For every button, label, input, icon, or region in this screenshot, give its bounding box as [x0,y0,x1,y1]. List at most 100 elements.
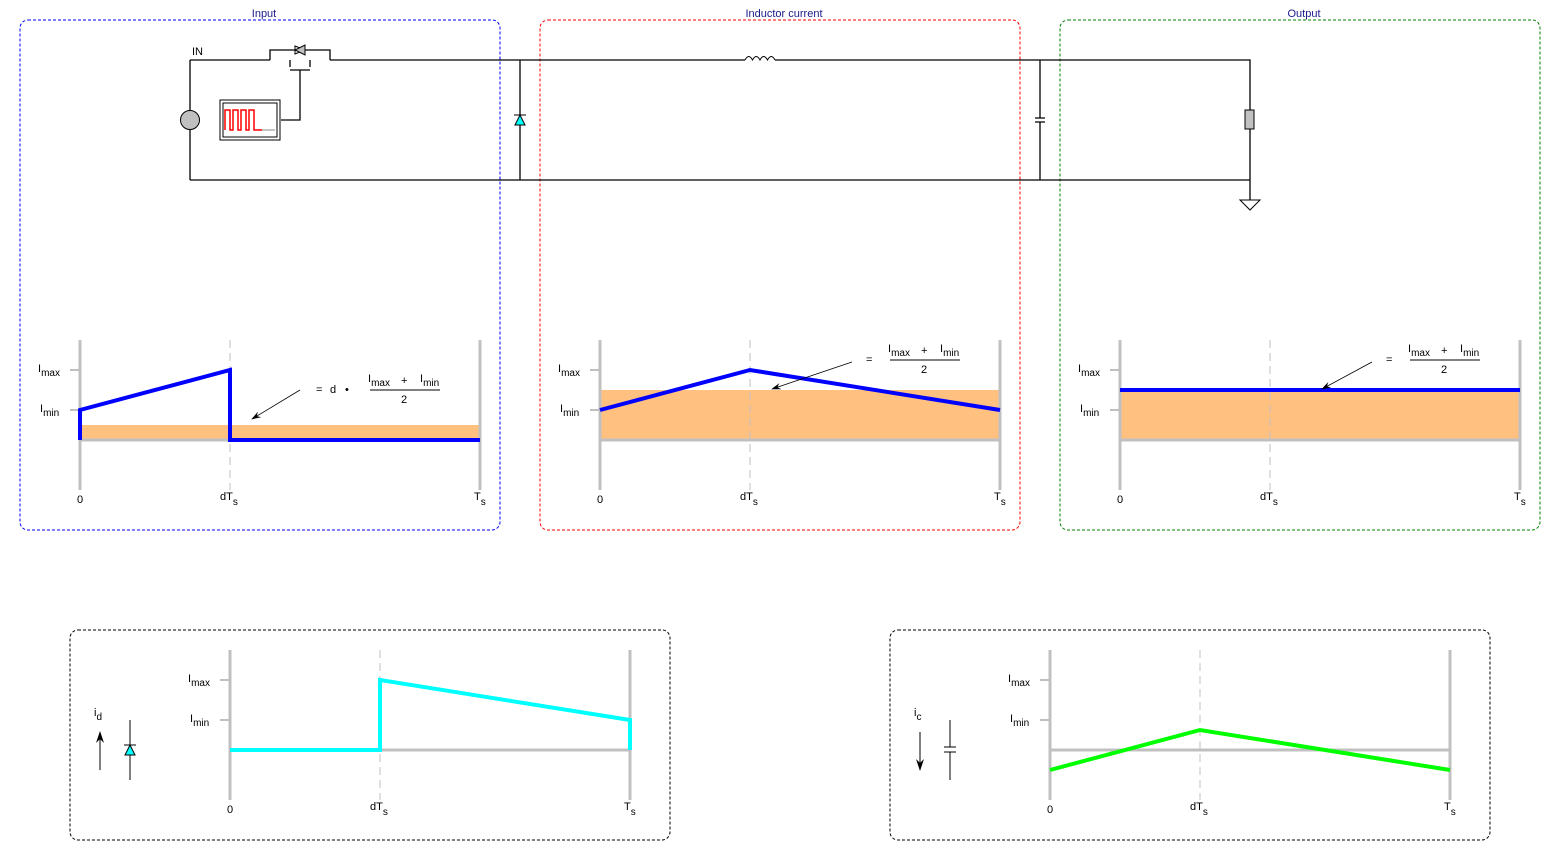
svg-text:Imax: Imax [1078,363,1100,379]
svg-text:id: id [94,707,102,723]
label-text: dT [1260,491,1273,503]
input-panel [19,19,501,531]
label-text: I [1408,343,1411,355]
label-text: s [233,497,238,508]
label-text: I [888,343,891,355]
label-text: min [563,408,579,419]
label-text: 0 [227,804,233,816]
output-current-plot: Imax Imin 0 dTs Ts = Imax + Imin 2 [1078,340,1526,508]
input-current-plot: Imax Imin 0 dTs Ts = d • Imax + Imin 2 [38,340,486,508]
average-area [80,425,480,440]
label-text: 0 [1047,804,1053,816]
label-text: T [474,491,481,503]
label-text: 0 [1117,494,1123,506]
svg-text:dTs: dTs [220,491,238,508]
label-text: s [1521,497,1526,508]
svg-text:Imin: Imin [190,713,209,729]
inductor-panel-title: Inductor current [745,8,822,20]
label-text: i [914,707,916,719]
svg-text:Imin: Imin [1460,343,1479,359]
label-text: I [1460,343,1463,355]
pwm-generator-icon[interactable] [219,99,281,141]
svg-text:Ts: Ts [624,801,636,818]
svg-text:Imax: Imax [368,373,390,389]
label-text: = [866,354,872,366]
svg-text:Imin: Imin [940,343,959,359]
label-text: s [1203,807,1208,818]
load-resistor-icon[interactable] [1244,109,1255,130]
svg-text:Imin: Imin [420,373,439,389]
svg-text:Imax: Imax [188,673,210,689]
label-text: max [1011,678,1030,689]
freewheel-diode-icon[interactable] [514,60,526,180]
svg-text:dTs: dTs [370,801,388,818]
label-text: d [330,384,336,396]
label-text: I [188,673,191,685]
output-panel [1059,19,1541,531]
svg-text:Ts: Ts [1444,801,1456,818]
label-text: + [401,375,407,387]
input-average-formula: = d • Imax + Imin 2 [316,373,440,406]
label-text: min [1463,348,1479,359]
label-text: + [921,345,927,357]
label-text: I [40,403,43,415]
ground-icon [1238,199,1262,211]
average-area [1120,390,1520,440]
label-text: c [916,712,921,723]
inductor-current-waveform [599,367,1001,412]
label-text: dT [1190,801,1203,813]
label-text: T [1444,801,1451,813]
label-text: s [1001,497,1006,508]
input-current-waveform [78,367,480,442]
capacitor-icon [944,720,956,780]
label-text: i [94,707,96,719]
capacitor-current-waveform [1049,727,1451,772]
label-text: I [190,713,193,725]
source-label: IN [192,46,203,58]
inductor-icon[interactable] [744,56,776,62]
label-text: min [43,408,59,419]
label-text: I [1008,673,1011,685]
mosfet-switch-icon[interactable] [269,44,331,121]
label-text: min [193,718,209,729]
label-text: max [41,368,60,379]
average-area [600,390,1000,440]
inductor-panel [539,19,1021,531]
label-text: I [368,373,371,385]
svg-text:Imin: Imin [1010,713,1029,729]
label-text: I [940,343,943,355]
label-text: min [943,348,959,359]
label-text: min [423,378,439,389]
output-average-formula: = Imax + Imin 2 [1386,343,1480,376]
label-text: dT [220,491,233,503]
label-text: 2 [1441,364,1447,376]
inductor-average-formula: = Imax + Imin 2 [866,343,960,376]
label-text: max [1081,368,1100,379]
svg-text:Imax: Imax [38,363,60,379]
svg-text:ic: ic [914,707,921,723]
svg-text:Ts: Ts [474,491,486,508]
label-text: I [1080,403,1083,415]
label-text: d [96,712,102,723]
label-text: T [1514,491,1521,503]
label-text: 2 [921,364,927,376]
label-text: max [1411,348,1430,359]
label-text: s [1451,807,1456,818]
label-text: s [383,807,388,818]
diode-current-panel: id Imax Imin 0 dTs Ts [69,629,671,841]
svg-text:Imax: Imax [888,343,910,359]
capacitor-current-panel: ic Imax Imin 0 dTs Ts [889,629,1491,841]
svg-text:Imax: Imax [1008,673,1030,689]
label-text: max [371,378,390,389]
label-text: I [420,373,423,385]
label-text: = [1386,354,1392,366]
label-text: max [891,348,910,359]
label-text: max [561,368,580,379]
svg-text:dTs: dTs [740,491,758,508]
capacitor-icon[interactable] [1035,60,1045,180]
label-text: • [345,384,349,396]
svg-text:Ts: Ts [994,491,1006,508]
label-text: s [631,807,636,818]
diode-icon [124,720,136,780]
